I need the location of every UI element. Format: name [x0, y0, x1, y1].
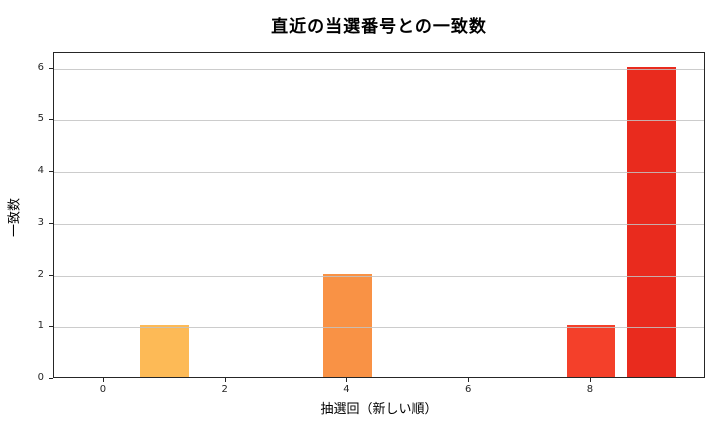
x-tick-mark: [346, 378, 348, 382]
y-tick-mark: [49, 326, 53, 328]
y-tick-mark: [49, 378, 53, 379]
gridline: [54, 275, 704, 277]
x-axis-label: 抽選回（新しい順）: [320, 402, 438, 417]
y-tick-label: 1: [37, 320, 44, 332]
bar: [566, 325, 616, 377]
bar: [627, 66, 677, 377]
y-tick-label: 5: [37, 113, 44, 125]
y-tick-label: 4: [37, 165, 44, 177]
y-tick-mark: [49, 119, 53, 121]
x-tick-mark: [102, 378, 104, 382]
x-tick-mark: [468, 378, 470, 382]
y-tick-label: 6: [37, 61, 44, 73]
plot-area: [53, 52, 705, 378]
gridline: [54, 172, 704, 174]
x-tick-label: 0: [99, 384, 107, 395]
y-tick-mark: [49, 171, 53, 173]
y-tick-mark: [49, 222, 53, 224]
gridline: [54, 223, 704, 225]
x-tick-label: 2: [221, 384, 228, 395]
y-tick-mark: [49, 67, 53, 69]
gridline: [54, 120, 704, 122]
y-tick-label: 2: [37, 268, 44, 280]
y-tick-mark: [49, 274, 53, 276]
chart-title: 直近の当選番号との一致数: [271, 17, 487, 37]
x-tick-label: 6: [464, 384, 472, 395]
gridline: [54, 68, 704, 70]
x-tick-label: 8: [586, 384, 594, 395]
gridline: [54, 327, 704, 329]
x-tick-label: 4: [343, 384, 350, 395]
x-tick-mark: [224, 378, 226, 382]
bar: [323, 273, 372, 377]
x-tick-mark: [589, 378, 591, 382]
y-tick-label: 3: [37, 216, 44, 228]
bar: [140, 325, 190, 377]
y-tick-label: 0: [37, 372, 44, 383]
